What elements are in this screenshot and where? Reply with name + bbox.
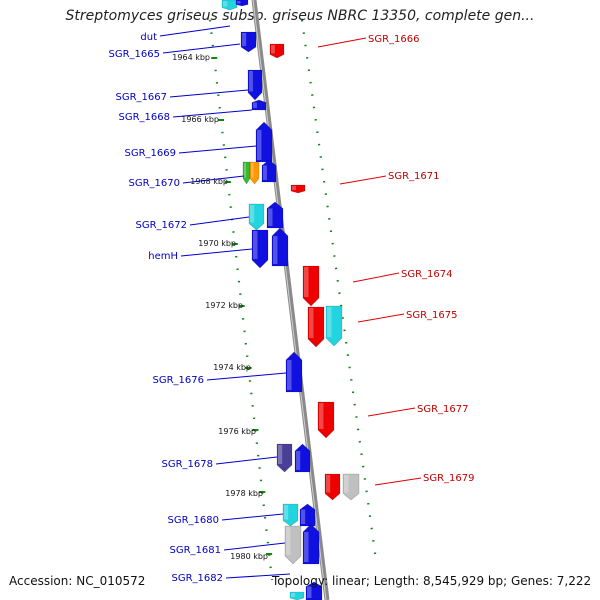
kbp-markers: 1964 kbp 1966 kbp 1968 kbp 1970 kbp 1972 kbp…: [172, 53, 268, 561]
gene-label-left[interactable]: SGR_1668: [119, 112, 171, 123]
leader-line: [206, 372, 287, 381]
gene-label-right[interactable]: SGR_1675: [406, 310, 458, 321]
gene-label-left[interactable]: SGR_1680: [168, 515, 220, 526]
map-title: Streptomyces griseus subsp. griseus NBRC…: [65, 8, 535, 24]
leader-line: [215, 456, 278, 465]
gene-sgr1667[interactable]: [79, 69, 263, 101]
gene-label-left[interactable]: SGR_1676: [153, 375, 205, 386]
gene-label-left[interactable]: SGR_1667: [116, 92, 168, 103]
gene-label-left[interactable]: SGR_1665: [109, 49, 161, 60]
gene-sgr1668[interactable]: [81, 99, 267, 111]
leader-line: [159, 25, 231, 37]
gene-sgr1678[interactable]: [88, 443, 293, 473]
gene-label-right[interactable]: SGR_1674: [401, 269, 453, 280]
leader-line: [317, 37, 367, 48]
gene-sgr1670b[interactable]: [78, 161, 260, 185]
leader-line: [357, 313, 405, 323]
gene-dut[interactable]: [72, 0, 238, 11]
gene-top[interactable]: [75, 0, 249, 7]
leader-line: [180, 248, 253, 257]
backbone-line: [251, 0, 330, 600]
kbp-label: 1978 kbp: [225, 489, 263, 498]
leader-line: [169, 89, 249, 98]
kbp-label: 1968 kbp: [190, 177, 228, 186]
gene-sgr1681[interactable]: [91, 525, 302, 565]
backbone-highlight: [252, 0, 327, 600]
gene-sgr1680[interactable]: [90, 503, 299, 527]
gene-sgr1672b[interactable]: [86, 201, 284, 229]
gene-sgr1676[interactable]: [91, 351, 303, 393]
gene-bottom-a[interactable]: [92, 591, 305, 600]
leader-line: [189, 216, 250, 226]
gene-hemh-b[interactable]: [87, 227, 289, 267]
accession-text: Accession: NC_010572: [9, 574, 146, 588]
gene-label-right[interactable]: SGR_1677: [417, 404, 469, 415]
kbp-label: 1964 kbp: [172, 53, 210, 62]
leader-line: [374, 477, 422, 486]
scale-dotted-lines: [208, 19, 378, 581]
leader-line: [162, 43, 241, 54]
leader-line: [182, 175, 245, 184]
gene-sgr1675b[interactable]: [103, 305, 343, 347]
kbp-label: 1966 kbp: [181, 115, 219, 124]
leader-line: [339, 175, 387, 185]
gene-sgr1666[interactable]: [86, 43, 285, 59]
kbp-label: 1976 kbp: [218, 427, 256, 436]
gene-label-right[interactable]: SGR_1666: [368, 34, 420, 45]
gene-sgr1675[interactable]: [98, 306, 325, 348]
gene-label-left[interactable]: SGR_1669: [125, 148, 177, 159]
gene-label-left[interactable]: SGR_1681: [170, 545, 222, 556]
gene-sgr1671[interactable]: [92, 184, 306, 194]
kbp-label: 1972 kbp: [205, 301, 243, 310]
leader-line: [178, 145, 257, 154]
gene-sgr1665[interactable]: [78, 31, 257, 53]
leader-line: [367, 407, 416, 417]
gene-label-right[interactable]: SGR_1679: [423, 473, 475, 484]
gene-sgr1678b[interactable]: [94, 443, 311, 473]
topology-text: Topology: linear; Length: 8,545,929 bp; …: [272, 574, 592, 588]
gene-labels: dut SGR_1665 SGR_1667 SGR_1668 SGR_1669 SGR_1…: [109, 25, 475, 584]
gene-label-left[interactable]: SGR_1682: [172, 573, 224, 584]
gene-sgr1679b[interactable]: [109, 473, 360, 501]
gene-label-left[interactable]: dut: [140, 32, 157, 43]
gene-bottom-b[interactable]: [97, 581, 323, 600]
chromosome-backbone: [251, 0, 330, 600]
gene-sgr1680b[interactable]: [95, 503, 316, 527]
leader-line: [225, 573, 291, 579]
kbp-label: 1970 kbp: [198, 239, 236, 248]
gene-sgr1679[interactable]: [103, 473, 341, 501]
kbp-label: 1980 kbp: [230, 552, 268, 561]
gene-sgr1674[interactable]: [97, 265, 320, 307]
gene-sgr1681b[interactable]: [97, 523, 320, 565]
gene-sgr1669[interactable]: [82, 121, 273, 163]
gene-label-left[interactable]: hemH: [148, 251, 178, 262]
gene-glyphs: [72, 0, 360, 600]
kbp-label: 1974 kbp: [213, 363, 251, 372]
gene-label-left[interactable]: SGR_1670: [129, 178, 181, 189]
gene-sgr1677[interactable]: [101, 401, 335, 439]
leader-line: [221, 513, 284, 521]
leader-line: [223, 542, 286, 551]
gene-label-left[interactable]: SGR_1672: [136, 220, 188, 231]
leader-line: [172, 109, 253, 118]
gene-label-right[interactable]: SGR_1671: [388, 171, 440, 182]
gene-hemh[interactable]: [81, 229, 269, 269]
leader-line: [352, 272, 400, 283]
gene-label-left[interactable]: SGR_1678: [162, 459, 214, 470]
gene-sgr1670c[interactable]: [84, 159, 277, 183]
gene-sgr1672[interactable]: [80, 203, 265, 231]
